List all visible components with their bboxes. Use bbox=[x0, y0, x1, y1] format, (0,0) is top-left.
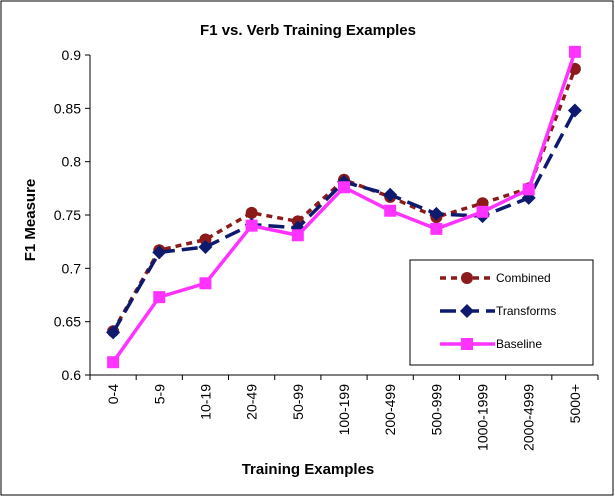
data-point-baseline bbox=[476, 205, 489, 218]
data-point-transforms bbox=[429, 206, 444, 221]
data-point-baseline bbox=[245, 219, 258, 232]
x-tick-label: 2000-4999 bbox=[521, 384, 537, 451]
data-point-baseline bbox=[291, 229, 304, 242]
chart-title: F1 vs. Verb Training Examples bbox=[200, 22, 416, 39]
x-tick-label: 20-49 bbox=[244, 384, 260, 420]
data-point-baseline bbox=[338, 181, 350, 194]
x-tick-label: 5-9 bbox=[151, 384, 167, 404]
data-point-transforms bbox=[106, 325, 121, 340]
legend-entry-combined: Combined bbox=[440, 271, 551, 285]
data-point-transforms bbox=[567, 103, 582, 118]
data-point-baseline bbox=[153, 291, 166, 304]
y-tick-label: 0.6 bbox=[62, 367, 82, 383]
x-tick-label: 5000+ bbox=[567, 384, 583, 423]
y-tick-label: 0.9 bbox=[62, 47, 82, 63]
x-axis-title: Training Examples bbox=[242, 461, 375, 478]
x-tick-label: 100-199 bbox=[336, 384, 352, 436]
y-tick-label: 0.85 bbox=[54, 100, 81, 116]
legend-marker bbox=[461, 272, 473, 284]
legend-label: Transforms bbox=[496, 304, 556, 318]
series-baseline bbox=[107, 45, 581, 369]
x-tick-label: 1000-1999 bbox=[475, 384, 491, 451]
legend-label: Baseline bbox=[496, 337, 542, 351]
legend-entry-baseline: Baseline bbox=[440, 337, 542, 351]
data-point-transforms bbox=[198, 240, 213, 254]
data-point-baseline bbox=[384, 204, 397, 217]
legend-label: Combined bbox=[496, 271, 551, 285]
y-tick-label: 0.8 bbox=[62, 154, 82, 170]
data-point-baseline bbox=[568, 45, 581, 58]
legend: Combined Transforms Baseline bbox=[409, 259, 594, 366]
data-point-transforms bbox=[152, 245, 167, 260]
legend-entry-transforms: Transforms bbox=[440, 304, 556, 318]
data-point-baseline bbox=[199, 277, 212, 290]
x-tick-label: 0-4 bbox=[105, 384, 121, 404]
x-tick-label: 200-499 bbox=[382, 384, 398, 436]
x-tick-label: 10-19 bbox=[197, 384, 213, 420]
y-tick-label: 0.7 bbox=[62, 260, 82, 276]
y-tick-label: 0.75 bbox=[54, 207, 81, 223]
x-tick-label: 50-99 bbox=[290, 384, 306, 420]
x-tick-label: 500-999 bbox=[428, 384, 444, 436]
legend-marker bbox=[460, 304, 474, 318]
data-point-baseline bbox=[107, 356, 120, 369]
data-point-transforms bbox=[383, 187, 398, 202]
legend-marker bbox=[461, 338, 473, 350]
plot-area: 0.6 0.65 0.7 0.75 0.8 0.85 0.9 0-4 5-9 10-19 20-49… bbox=[54, 45, 599, 451]
y-axis-title: F1 Measure bbox=[22, 179, 39, 262]
data-point-baseline bbox=[522, 183, 535, 196]
series-line-combined bbox=[111, 68, 577, 333]
data-point-combined bbox=[199, 233, 212, 246]
data-point-baseline bbox=[430, 222, 443, 235]
y-tick-label: 0.65 bbox=[54, 314, 81, 330]
data-point-combined bbox=[245, 206, 258, 219]
